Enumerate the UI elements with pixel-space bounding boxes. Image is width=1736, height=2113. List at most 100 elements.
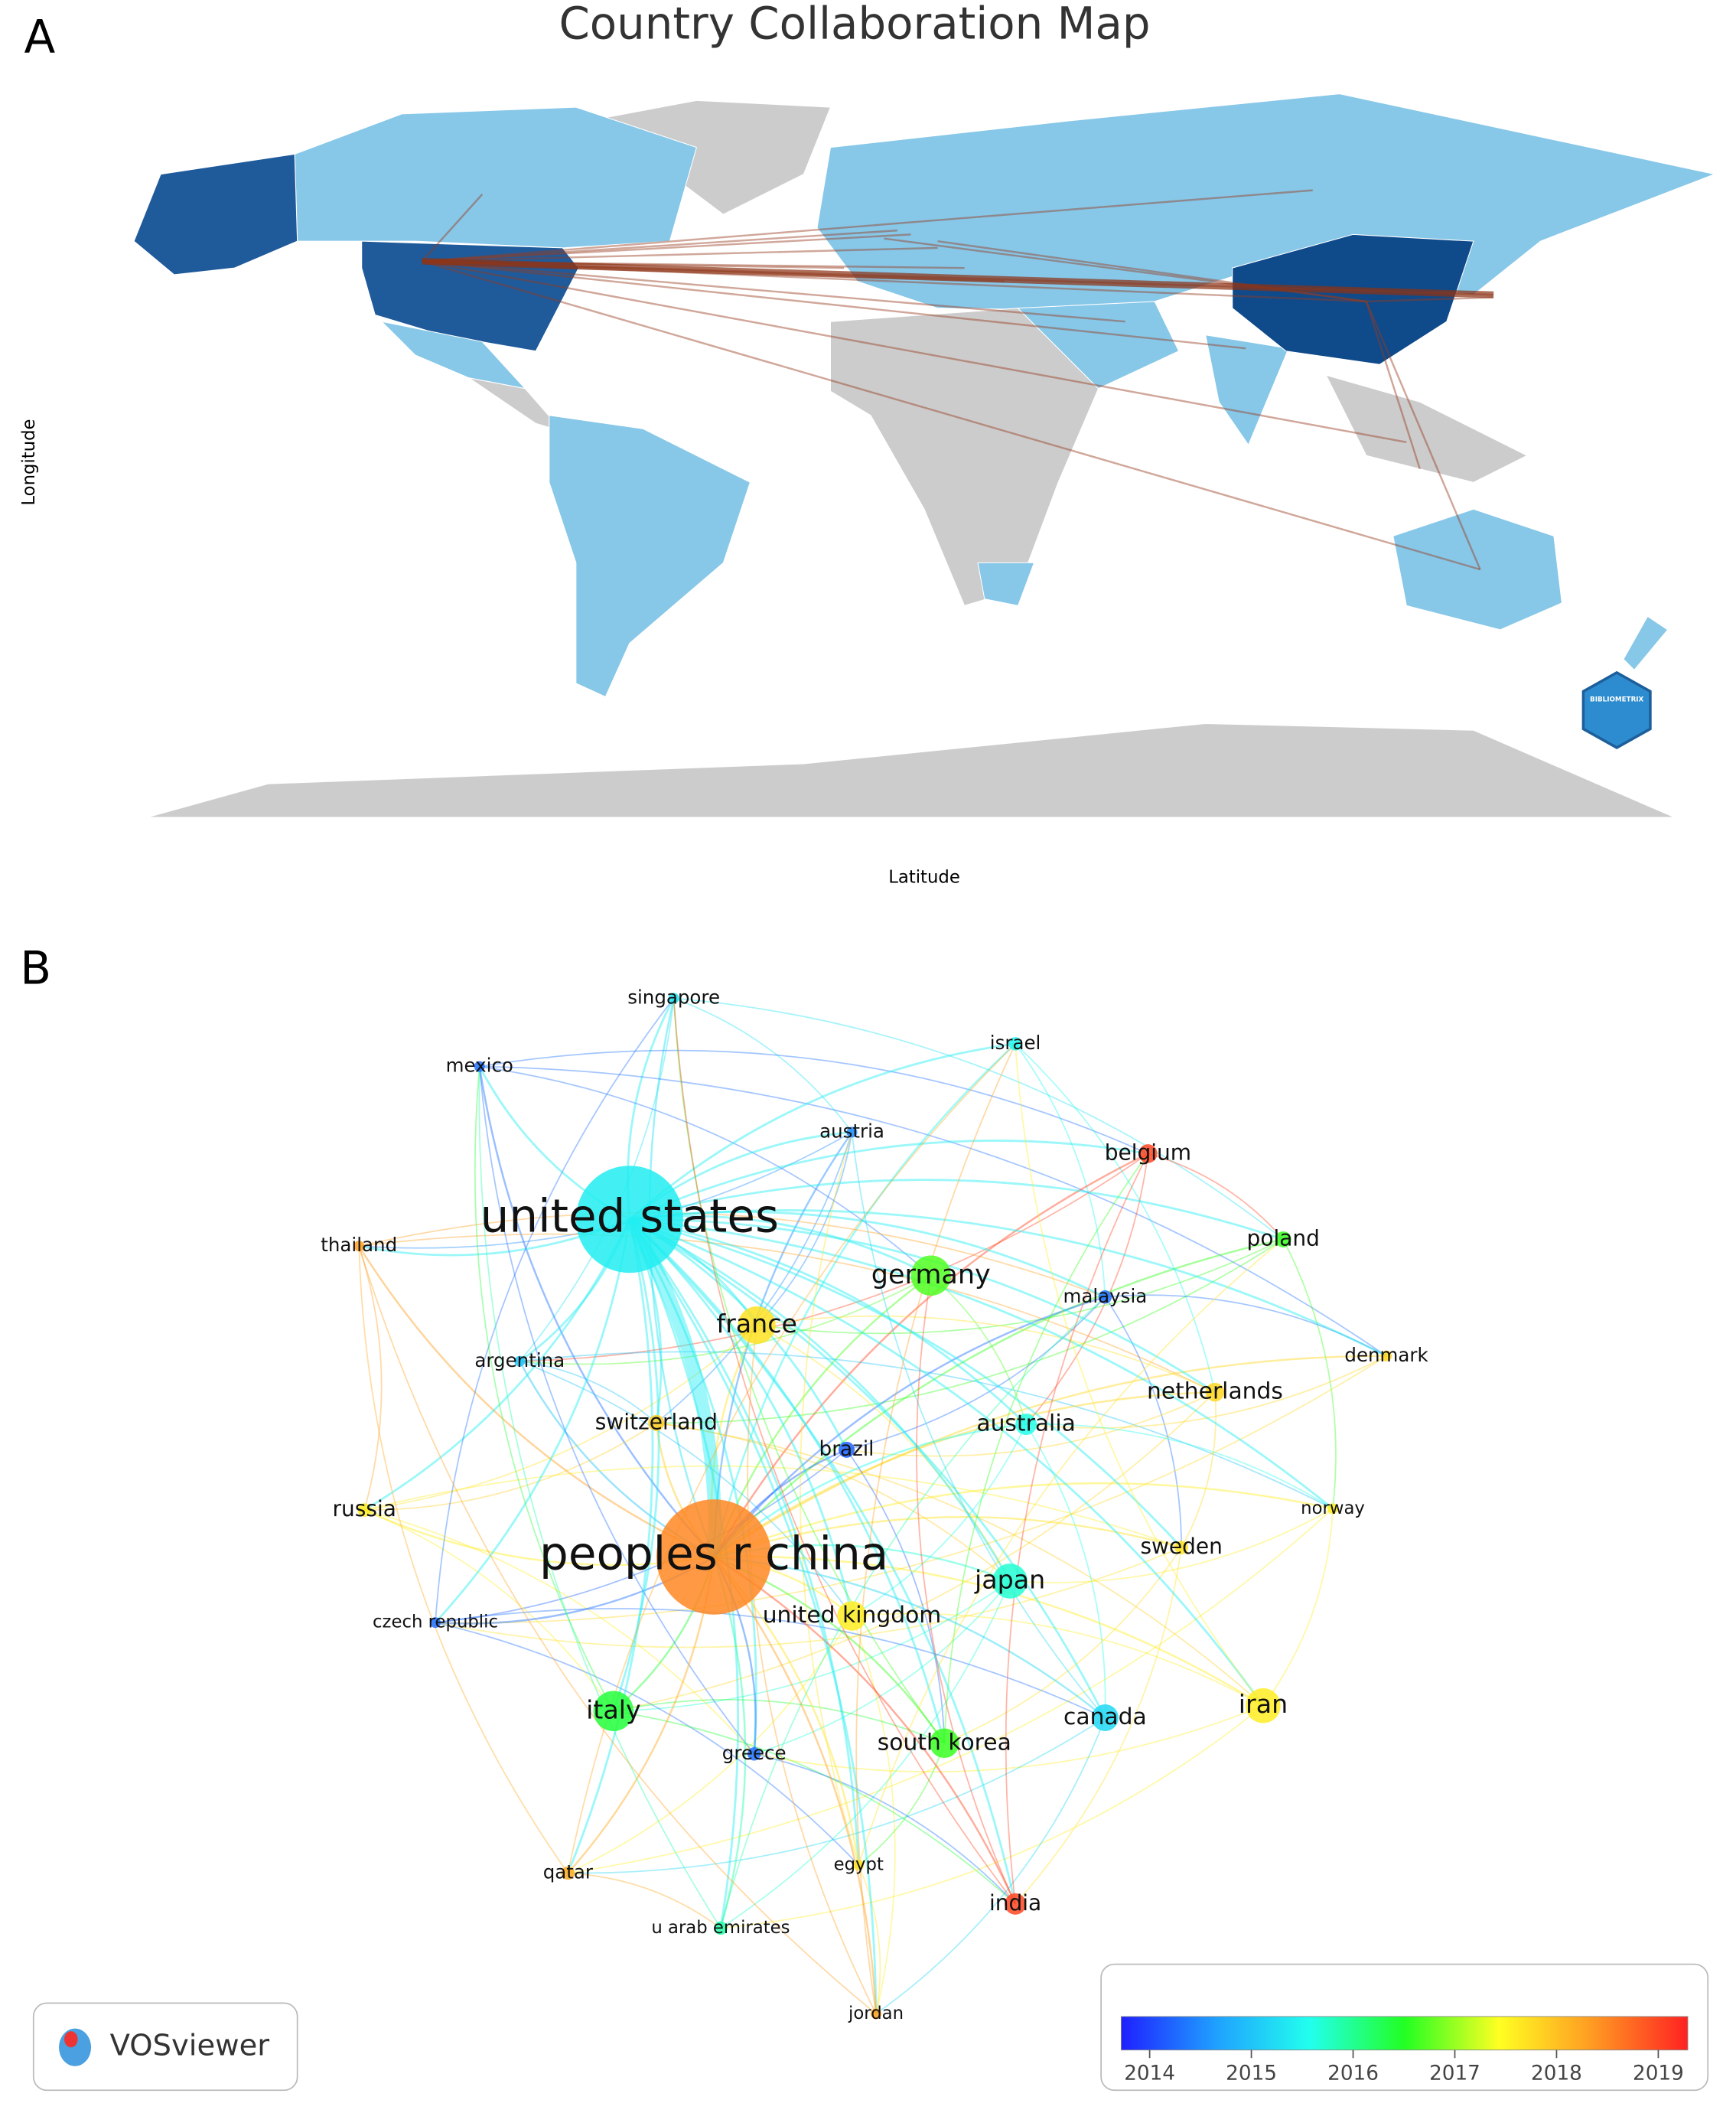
network-edge	[851, 1616, 896, 2014]
china	[1232, 233, 1474, 365]
network-edge	[1015, 1547, 1183, 1905]
network-edge	[1104, 1296, 1183, 1548]
node-label: greece	[722, 1742, 787, 1764]
network-edge	[629, 1218, 1011, 1582]
network-node	[1381, 1350, 1392, 1361]
node-label: israel	[990, 1032, 1041, 1054]
network-edge	[648, 998, 715, 1557]
node-label: netherlands	[1147, 1378, 1283, 1405]
network-edge	[1025, 1423, 1106, 1718]
color-bar-tick-label: 2015	[1226, 2062, 1277, 2085]
network-node	[561, 1866, 575, 1880]
network-edge	[656, 1422, 1011, 1582]
link	[422, 260, 1480, 571]
network-edge	[713, 1296, 1106, 1558]
network-edge	[629, 1218, 1106, 1719]
node-label: jordan	[848, 2004, 904, 2023]
node-label: peoples r china	[539, 1528, 888, 1581]
new-zealand	[1623, 615, 1669, 671]
network-node	[514, 1355, 526, 1367]
network-edge	[629, 1211, 1106, 1299]
node-label: czech republic	[373, 1612, 498, 1632]
network-edge	[629, 1218, 1028, 1426]
network-node	[1275, 1231, 1291, 1247]
network-node	[429, 1617, 441, 1629]
network-edge	[943, 1547, 1182, 1744]
network-edge	[845, 1449, 946, 1743]
logo-text: BIBLIOMETRIX	[1590, 696, 1644, 703]
network-node	[747, 1747, 761, 1761]
node-label: qatar	[543, 1861, 594, 1883]
network-edge	[629, 1218, 1265, 1707]
node-label: canada	[1063, 1704, 1147, 1730]
network-edge	[713, 1238, 1284, 1558]
network-node	[353, 1241, 365, 1252]
node-label: denmark	[1344, 1344, 1428, 1366]
network-edge	[358, 1245, 877, 2015]
network-node	[846, 1127, 858, 1138]
network-edge	[364, 1422, 657, 1511]
network-edge	[673, 998, 1016, 1905]
network-node	[1005, 1893, 1027, 1915]
network-edge	[851, 1132, 1106, 1719]
network-node	[1246, 1687, 1281, 1723]
india	[1205, 334, 1289, 446]
network-edge	[363, 1465, 1182, 1548]
network-edge	[363, 1218, 631, 1511]
network-edge	[1015, 1043, 1216, 1393]
network-edge	[478, 1066, 721, 1929]
network-node	[1015, 1414, 1037, 1436]
node-label: switzerland	[595, 1409, 718, 1434]
world-map	[133, 93, 1716, 818]
network-node	[656, 1499, 772, 1615]
network-edge	[1105, 1294, 1387, 1357]
network-edge	[713, 1391, 1215, 1558]
network-edge	[567, 1043, 1016, 1873]
network-edge	[359, 1211, 1106, 1298]
network-edge	[1015, 1043, 1264, 1707]
node-label: russia	[333, 1496, 396, 1521]
network-edge	[720, 1580, 1011, 1929]
network-edge	[754, 1704, 1264, 1772]
network-edge	[629, 1218, 1334, 1510]
network-edge	[713, 1556, 1017, 1905]
vosviewer-logo: VOSviewer	[32, 2002, 298, 2092]
network-node	[474, 1061, 485, 1072]
network-edge	[1010, 1508, 1334, 1583]
network-edge	[628, 1218, 853, 1616]
y-axis-label: Longitude	[19, 419, 39, 505]
network-edge	[358, 1246, 569, 1874]
node-label: brazil	[819, 1438, 875, 1461]
node-label: u arab emirates	[651, 1918, 790, 1938]
node-label: france	[716, 1309, 797, 1339]
network-node	[837, 1601, 867, 1631]
network-edge	[943, 1153, 1149, 1743]
network-edge	[613, 1580, 1011, 1712]
network-edge	[519, 1153, 1148, 1362]
network-edge	[435, 1622, 859, 1866]
network-node	[992, 1564, 1028, 1599]
network-edge	[363, 1509, 614, 1712]
network-edge	[656, 1132, 853, 1424]
link	[422, 233, 911, 262]
node-label: united kingdom	[763, 1602, 942, 1629]
network-edge	[1026, 1355, 1387, 1429]
link	[422, 189, 1313, 262]
node-label: poland	[1247, 1225, 1320, 1251]
color-bar-tick-label: 2019	[1633, 2062, 1684, 2085]
network-edge	[712, 1042, 1016, 1557]
network-edge	[858, 1743, 946, 1866]
network-edge	[567, 1615, 853, 1874]
link	[422, 260, 1125, 323]
node-label: norway	[1301, 1498, 1365, 1518]
network-edge	[628, 1042, 1016, 1221]
network-edge	[629, 1140, 1148, 1221]
node-label: india	[989, 1890, 1041, 1916]
network-edge	[1005, 1153, 1149, 1904]
link	[1365, 301, 1421, 470]
node-label: austria	[819, 1120, 884, 1142]
southeast-asia	[1325, 374, 1529, 483]
link	[1365, 301, 1481, 570]
network-edge	[1262, 1508, 1334, 1707]
network-node	[910, 1255, 952, 1296]
